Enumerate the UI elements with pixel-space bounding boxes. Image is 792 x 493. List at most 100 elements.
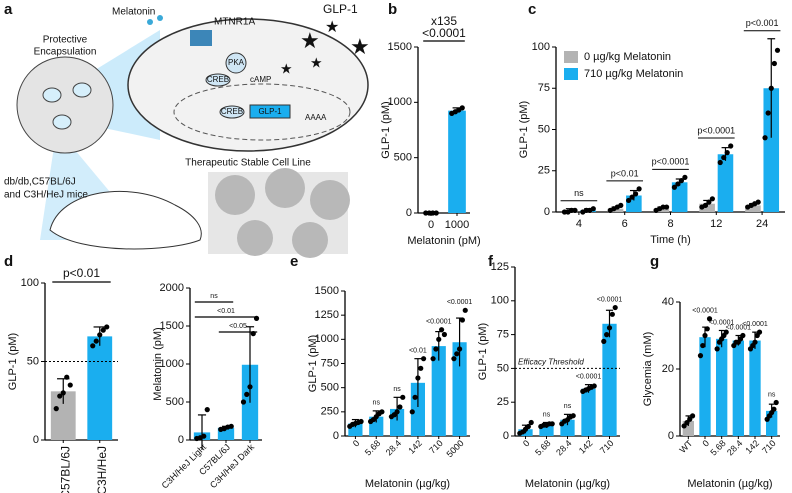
data-point: [397, 404, 403, 410]
pka-node: [225, 52, 247, 74]
y-tick-label: 100: [532, 41, 550, 53]
data-point: [633, 191, 639, 197]
x-tick-label: 4: [576, 218, 582, 230]
y-tick-label: 0: [668, 430, 674, 442]
panel-label: f: [488, 253, 494, 270]
x-tick-label: C3H/HeJ: [95, 446, 109, 493]
cell: [72, 82, 92, 98]
x-tick-label: 710: [760, 438, 778, 456]
data-point: [60, 390, 66, 396]
y-tick-label: 50: [27, 355, 39, 367]
mouse: [49, 190, 202, 250]
legend-swatch: [564, 68, 578, 80]
data-point: [618, 202, 624, 208]
x-tick-label: 710: [427, 438, 445, 456]
y-tick-label: 50: [497, 362, 509, 374]
bar: [448, 110, 466, 213]
panel-label: d: [4, 253, 13, 270]
x-axis-label: Melatonin (µg/kg): [687, 478, 772, 490]
label: Encapsulation: [34, 47, 97, 58]
data-point: [415, 375, 421, 381]
data-point: [756, 329, 763, 335]
y-tick-label: 1000: [388, 96, 412, 108]
micrograph-capsule: [310, 180, 350, 220]
panel-label: g: [650, 253, 659, 270]
data-point: [418, 365, 424, 371]
bar: [749, 340, 761, 436]
x-axis-label: Time (h): [650, 234, 691, 246]
data-point: [762, 135, 768, 141]
melatonin-dot: [147, 19, 153, 25]
data-point: [773, 399, 779, 406]
data-point: [755, 199, 761, 205]
y-tick-label: 50: [538, 123, 550, 135]
bar: [766, 410, 778, 436]
data-point: [740, 332, 746, 339]
x-tick-label: 24: [756, 218, 768, 230]
data-point: [430, 356, 436, 362]
bar: [732, 340, 744, 436]
y-tick-label: 25: [497, 396, 509, 408]
star: ★: [325, 19, 339, 36]
data-point: [678, 178, 685, 184]
data-point: [394, 409, 400, 415]
data-point: [689, 413, 696, 419]
micrograph-capsule: [215, 175, 255, 215]
melatonin-dot: [157, 15, 163, 21]
annotation: p<0.001: [746, 18, 779, 28]
data-point: [721, 154, 727, 161]
y-tick-label: 0: [544, 206, 550, 218]
diagram: ★ ★ ★ ★ ★ Melatonin MTNR1A GLP-1 PKA cAM…: [4, 2, 370, 258]
y-tick-label: 75: [497, 329, 509, 341]
y-axis-label: GLP-1 (pM): [7, 333, 19, 390]
data-point: [454, 351, 460, 357]
annotation: <0.0001: [709, 319, 735, 326]
annotation: <0.0001: [447, 299, 473, 306]
label: db/db,C57BL/6J: [4, 177, 76, 188]
data-point: [412, 394, 418, 400]
star: ★: [280, 61, 293, 77]
data-point: [228, 423, 234, 429]
label: PKA: [228, 58, 245, 67]
nucleus: [173, 83, 351, 141]
y-tick-label: 1250: [315, 309, 339, 321]
data-point: [459, 105, 465, 111]
y-tick-label: 1500: [315, 285, 339, 297]
label: CREB: [207, 75, 229, 84]
x-tick-label: 142: [577, 438, 595, 456]
x-tick-label: 0: [700, 438, 711, 449]
data-point: [723, 329, 729, 335]
data-point: [456, 346, 463, 352]
cell: [42, 87, 62, 103]
bar: [763, 88, 780, 212]
y-tick-label: 100: [491, 295, 509, 307]
label: GLP-1: [258, 107, 282, 116]
y-tick-label: 40: [662, 296, 674, 308]
annotation: ns: [393, 386, 401, 393]
data-point: [441, 331, 448, 338]
data-point: [358, 418, 364, 425]
data-point: [700, 342, 706, 349]
annotation: ns: [574, 188, 584, 198]
annotation: <0.0001: [726, 324, 752, 331]
y-tick-label: 2000: [160, 282, 184, 294]
x-tick-label: 5.68: [533, 438, 552, 457]
data-point: [459, 317, 466, 323]
data-point: [240, 399, 247, 405]
data-point: [572, 207, 578, 213]
y-tick-label: 125: [491, 261, 509, 273]
label: and C3H/HeJ mice: [4, 190, 88, 201]
bar: [87, 336, 113, 440]
data-point: [420, 356, 427, 362]
bar: [431, 346, 446, 436]
annotation: <0.0001: [576, 373, 602, 380]
y-axis-label: GLP-1 (pM): [477, 323, 489, 380]
data-point: [663, 204, 670, 210]
x-tick-label: 0: [428, 219, 434, 231]
y-tick-label: 500: [321, 382, 339, 394]
x-tick-label: 142: [406, 438, 424, 456]
bar: [716, 338, 728, 436]
x-tick-label: 0: [521, 438, 532, 449]
data-point: [706, 199, 712, 205]
x-tick-label: 5.68: [363, 438, 382, 457]
